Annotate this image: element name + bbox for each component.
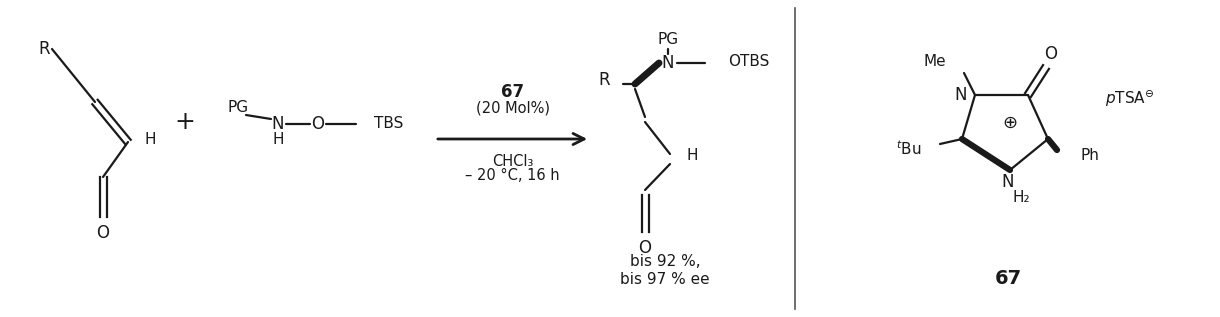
Text: H: H	[272, 133, 284, 147]
Text: N: N	[1002, 173, 1014, 191]
Text: Ph: Ph	[1081, 147, 1100, 163]
Text: $p$TSA$^{⊖}$: $p$TSA$^{⊖}$	[1105, 89, 1154, 109]
Text: (20 Mol%): (20 Mol%)	[476, 100, 549, 115]
Text: O: O	[1044, 45, 1058, 63]
Text: OTBS: OTBS	[728, 54, 770, 68]
Text: 67: 67	[501, 83, 525, 101]
Text: PG: PG	[658, 31, 678, 47]
Text: CHCl₃: CHCl₃	[492, 153, 533, 169]
Text: O: O	[96, 224, 110, 242]
Text: ⊕: ⊕	[1002, 113, 1017, 132]
Text: $^{t}$Bu: $^{t}$Bu	[897, 140, 922, 158]
Text: +: +	[174, 110, 195, 134]
Text: bis 97 % ee: bis 97 % ee	[620, 271, 710, 287]
Text: N: N	[661, 54, 675, 72]
Text: N: N	[954, 86, 967, 104]
Text: PG: PG	[227, 100, 249, 114]
Text: R: R	[598, 71, 610, 89]
Text: H₂: H₂	[1013, 190, 1030, 204]
Text: O: O	[311, 115, 325, 133]
Text: bis 92 %,: bis 92 %,	[630, 255, 700, 269]
Text: O: O	[638, 239, 651, 257]
Text: – 20 °C, 16 h: – 20 °C, 16 h	[465, 169, 560, 184]
Text: N: N	[272, 115, 284, 133]
Text: TBS: TBS	[375, 117, 404, 132]
Text: H: H	[144, 133, 155, 147]
Text: R: R	[38, 40, 50, 58]
Text: Me: Me	[924, 54, 946, 68]
Text: 67: 67	[994, 269, 1021, 288]
Text: H: H	[686, 147, 698, 163]
